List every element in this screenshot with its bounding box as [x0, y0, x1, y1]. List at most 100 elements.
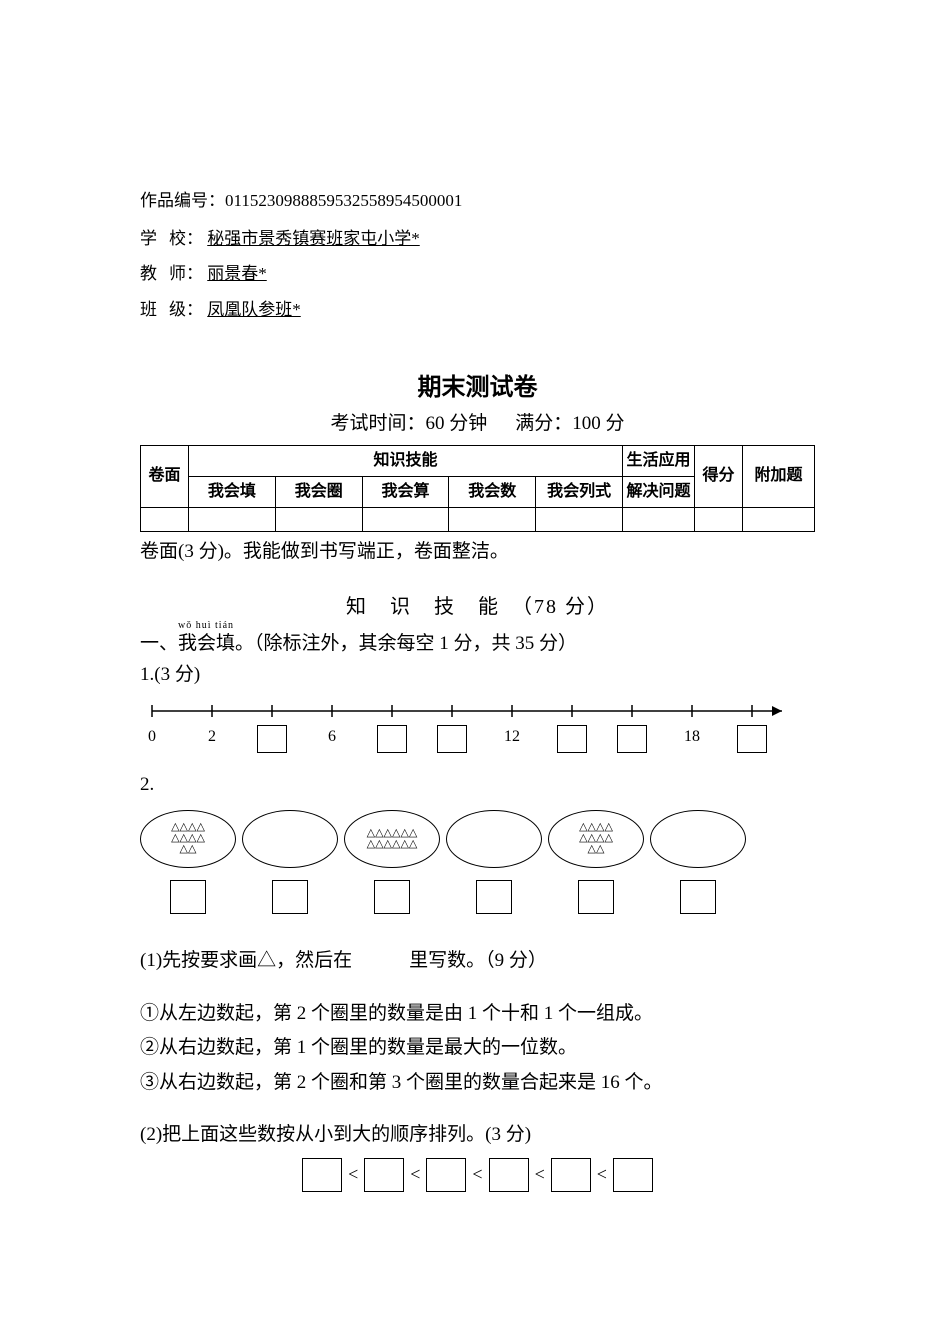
- q2-sub1: (1)先按要求画△，然后在 里写数。（9 分）: [140, 947, 815, 976]
- oval-cell: △△△△△△△△△△: [140, 810, 236, 924]
- oval-cell: △△△△△△△△△△: [548, 810, 644, 924]
- work-id-label: 作品编号：: [140, 191, 225, 210]
- blank-box: [617, 725, 647, 753]
- numline-label: 0: [148, 725, 156, 749]
- score-cell: [362, 507, 449, 531]
- score-table: 卷面 知识技能 生活应用 得分 附加题 我会填 我会圈 我会算 我会数 我会列式…: [140, 445, 815, 532]
- less-than-sign: <: [348, 1161, 358, 1188]
- numline-blank-box: [437, 725, 467, 753]
- blank-box: [437, 725, 467, 753]
- triangle-row: △△△△△△: [367, 828, 418, 839]
- blank-box: [374, 880, 410, 914]
- oval-cell: [446, 810, 542, 924]
- q1-post: 。（除标注外，其余每空 1 分，共 35 分）: [235, 633, 577, 654]
- score-cell: [275, 507, 362, 531]
- class-label2: 级：: [169, 300, 203, 319]
- class-line: 班级： 凤凰队参班*: [140, 297, 815, 323]
- triangle-row: △△: [180, 844, 197, 855]
- school-label2: 校：: [169, 229, 203, 248]
- numline-label: 2: [208, 725, 216, 749]
- col-circle: 我会圈: [275, 476, 362, 507]
- school-label: 学: [140, 226, 169, 252]
- work-id-line: 作品编号：0115230988859532558954500001: [140, 188, 815, 214]
- order-box: [489, 1158, 529, 1192]
- numline-blank-box: [557, 725, 587, 753]
- number-line-labels: 0 2 6 12 18: [140, 725, 815, 761]
- score-cell: [743, 507, 815, 531]
- q1-ruby: wǒ huì tián我会填: [178, 630, 235, 659]
- school-line: 学校： 秘强市景秀镇赛班家屯小学*: [140, 226, 815, 252]
- col-list: 我会列式: [536, 476, 623, 507]
- oval: [650, 810, 746, 868]
- q1-heading: 一、wǒ huì tián我会填。（除标注外，其余每空 1 分，共 35 分）: [140, 630, 815, 659]
- oval-cell: [650, 810, 746, 924]
- blank-box: [170, 880, 206, 914]
- score-cell: [623, 507, 695, 531]
- q1-sub1: 1.(3 分): [140, 661, 815, 690]
- blank-box: [377, 725, 407, 753]
- class-label: 班: [140, 297, 169, 323]
- order-box: [302, 1158, 342, 1192]
- stmt-1: ①从左边数起，第 2 个圈里的数量是由 1 个十和 1 个一组成。: [140, 1000, 815, 1029]
- numline-blank-box: [377, 725, 407, 753]
- blank-box: [272, 880, 308, 914]
- col-fill: 我会填: [189, 476, 276, 507]
- blank-box: [257, 725, 287, 753]
- numline-label: 18: [684, 725, 700, 749]
- oval: [242, 810, 338, 868]
- score-cell: [141, 507, 189, 531]
- oval-cell: △△△△△△△△△△△△: [344, 810, 440, 924]
- less-than-sign: <: [535, 1161, 545, 1188]
- q2-sub2: (2)把上面这些数按从小到大的顺序排列。(3 分): [140, 1121, 815, 1150]
- subtitle: 考试时间：60 分钟 满分：100 分: [140, 410, 815, 439]
- oval: [446, 810, 542, 868]
- teacher-line: 教师： 丽景春*: [140, 261, 815, 287]
- order-row: <<<<<: [140, 1158, 815, 1192]
- blank-box: [557, 725, 587, 753]
- triangle-row: △△△△△△: [367, 839, 418, 850]
- order-box: [364, 1158, 404, 1192]
- less-than-sign: <: [597, 1161, 607, 1188]
- number-line-axis: [140, 695, 820, 723]
- school-value: 秘强市景秀镇赛班家屯小学*: [207, 229, 420, 248]
- col-score: 得分: [695, 445, 743, 507]
- oval: △△△△△△△△△△△△: [344, 810, 440, 868]
- col-juanmian: 卷面: [141, 445, 189, 507]
- oval: △△△△△△△△△△: [548, 810, 644, 868]
- q2-label: 2.: [140, 771, 815, 800]
- col-calc: 我会算: [362, 476, 449, 507]
- page-title: 期末测试卷: [140, 370, 815, 406]
- skills-section-title: 知 识 技 能 （78 分）: [140, 592, 815, 622]
- numline-blank-box: [257, 725, 287, 753]
- col-life: 生活应用: [623, 445, 695, 476]
- juanmian-text: 卷面(3 分)。我能做到书写端正，卷面整洁。: [140, 538, 815, 567]
- order-box: [426, 1158, 466, 1192]
- number-line: 0 2 6 12 18: [140, 695, 815, 761]
- q1-word: 我会填: [178, 633, 235, 654]
- order-box: [551, 1158, 591, 1192]
- blank-box: [680, 880, 716, 914]
- blank-box: [476, 880, 512, 914]
- stmt-2: ②从右边数起，第 1 个圈里的数量是最大的一位数。: [140, 1034, 815, 1063]
- class-value: 凤凰队参班*: [207, 300, 301, 319]
- blank-box: [737, 725, 767, 753]
- numline-label: 6: [328, 725, 336, 749]
- triangle-row: △△: [588, 844, 605, 855]
- col-extra: 附加题: [743, 445, 815, 507]
- ovals-row: △△△△△△△△△△△△△△△△△△△△△△△△△△△△△△△△: [140, 810, 815, 924]
- work-id: 0115230988859532558954500001: [225, 191, 462, 210]
- numline-blank-box: [617, 725, 647, 753]
- less-than-sign: <: [410, 1161, 420, 1188]
- q1-pinyin: wǒ huì tián: [178, 618, 234, 633]
- numline-label: 12: [504, 725, 520, 749]
- col-count: 我会数: [449, 476, 536, 507]
- oval: △△△△△△△△△△: [140, 810, 236, 868]
- teacher-label: 教: [140, 261, 169, 287]
- score-cell: [536, 507, 623, 531]
- score-cell: [189, 507, 276, 531]
- subtitle-score: 满分：100 分: [515, 413, 624, 434]
- blank-box: [578, 880, 614, 914]
- subtitle-time: 考试时间：60 分钟: [330, 413, 487, 434]
- stmt-3: ③从右边数起，第 2 个圈和第 3 个圈里的数量合起来是 16 个。: [140, 1069, 815, 1098]
- score-cell: [695, 507, 743, 531]
